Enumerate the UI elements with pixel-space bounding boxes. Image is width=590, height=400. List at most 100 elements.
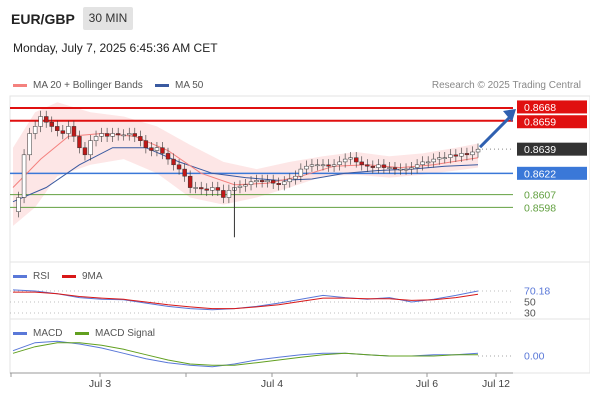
candle-body bbox=[459, 153, 464, 157]
candle-body bbox=[293, 175, 298, 180]
candle-body bbox=[425, 161, 431, 164]
rsi-ma-swatch bbox=[62, 275, 76, 278]
datetime-label: Monday, July 7, 2025 6:45:36 AM CET bbox=[13, 41, 218, 55]
candle-body bbox=[71, 126, 77, 137]
candle-body bbox=[326, 164, 331, 167]
time-tick-label: Jul 3 bbox=[89, 378, 111, 390]
candle-body bbox=[55, 126, 60, 131]
legend-rsi-label: RSI bbox=[33, 271, 50, 282]
legend-rsi: RSI bbox=[13, 271, 50, 282]
candle-body bbox=[464, 153, 470, 156]
candle-body bbox=[392, 167, 398, 170]
candle-body bbox=[243, 184, 248, 187]
rsi-tick-70.18: 70.18 bbox=[524, 285, 550, 297]
candle-body bbox=[66, 126, 71, 134]
candle-body bbox=[431, 158, 436, 163]
price-tag-0.8668 bbox=[517, 100, 587, 114]
timeframe-badge[interactable]: 30 MIN bbox=[83, 7, 133, 30]
candle-body bbox=[398, 168, 403, 171]
rsi-tick-50: 50 bbox=[524, 297, 536, 309]
candle-body bbox=[414, 164, 420, 168]
candle-body bbox=[320, 164, 326, 167]
candle-body bbox=[199, 187, 204, 190]
candle-body bbox=[27, 133, 32, 156]
candle-body bbox=[442, 157, 447, 159]
ma50-swatch bbox=[155, 84, 169, 87]
candle-body bbox=[259, 180, 265, 183]
projection-arrow-shaft bbox=[478, 115, 512, 149]
candle-body bbox=[475, 148, 481, 153]
legend-ma20-label: MA 20 + Bollinger Bands bbox=[33, 80, 143, 91]
candle-body bbox=[470, 151, 475, 156]
price-label-0.8607: 0.8607 bbox=[524, 190, 556, 202]
candle-body bbox=[60, 130, 66, 134]
candle-body bbox=[182, 168, 187, 177]
candle-body bbox=[309, 164, 315, 167]
legend-rsi-ma: 9MA bbox=[62, 271, 103, 282]
candle-body bbox=[210, 187, 215, 191]
candle-body bbox=[237, 185, 243, 188]
rsi-panel-frame bbox=[9, 261, 590, 320]
macd-tick-0.00: 0.00 bbox=[524, 351, 545, 363]
price-tag-0.8622 bbox=[517, 166, 587, 180]
candle-body bbox=[304, 165, 309, 170]
candle-body bbox=[149, 147, 154, 151]
candle-body bbox=[187, 175, 193, 188]
rsi-ma-line bbox=[13, 291, 479, 310]
price-label-0.8622: 0.8622 bbox=[524, 168, 556, 180]
legend-macd-label: MACD bbox=[33, 328, 63, 339]
candle-body bbox=[370, 165, 376, 168]
candle-body bbox=[21, 154, 27, 198]
candle-body bbox=[315, 164, 320, 167]
time-tick-label: Jul 12 bbox=[482, 378, 510, 390]
candle-body bbox=[381, 164, 387, 168]
candle-body bbox=[331, 164, 337, 167]
macd-panel: 0.00 bbox=[12, 340, 545, 368]
legend-macd-signal: MACD Signal bbox=[75, 328, 155, 339]
candle-body bbox=[127, 133, 132, 136]
macd-swatch bbox=[13, 332, 27, 335]
candle-body bbox=[348, 157, 353, 160]
candle-body bbox=[154, 147, 160, 151]
candle-body bbox=[99, 133, 104, 137]
candle-body bbox=[337, 161, 342, 165]
candle-body bbox=[226, 190, 232, 198]
legend-ma20: MA 20 + Bollinger Bands bbox=[13, 80, 143, 91]
credit-text: Research © 2025 Trading Central bbox=[431, 80, 581, 91]
candle-body bbox=[77, 136, 82, 149]
candle-body bbox=[376, 164, 381, 168]
legend-macd-signal-label: MACD Signal bbox=[95, 328, 156, 339]
candle-body bbox=[176, 164, 182, 170]
candle-body bbox=[437, 157, 442, 160]
candle-body bbox=[143, 140, 149, 148]
candle-body bbox=[204, 188, 209, 191]
candle-body bbox=[387, 167, 392, 169]
candle-body bbox=[16, 197, 21, 212]
price-label-0.8598: 0.8598 bbox=[524, 202, 556, 214]
candle-body bbox=[248, 181, 254, 185]
time-tick-label: Jul 4 bbox=[261, 378, 283, 390]
macd-line bbox=[12, 340, 479, 368]
candle-body bbox=[215, 187, 221, 191]
candle-body bbox=[165, 153, 171, 160]
macd-signal-line bbox=[12, 342, 478, 366]
candle-body bbox=[287, 178, 292, 183]
candle-body bbox=[82, 147, 88, 156]
candle-body bbox=[453, 154, 459, 157]
time-axis: Jul 3 Jul 4 Jul 6 Jul 12 bbox=[10, 372, 513, 390]
time-tick-label: Jul 6 bbox=[416, 378, 438, 390]
candle-body bbox=[420, 161, 425, 165]
candle-body bbox=[276, 183, 281, 185]
legend-ma50-label: MA 50 bbox=[175, 80, 204, 91]
candle-body bbox=[88, 140, 93, 156]
candle-body bbox=[365, 164, 370, 167]
symbol-title: EUR/GBP bbox=[11, 11, 75, 27]
candle-body bbox=[342, 158, 348, 163]
candle-body bbox=[49, 121, 54, 127]
candle-body bbox=[160, 147, 165, 154]
candle-body bbox=[104, 133, 110, 137]
macd-panel-frame bbox=[9, 318, 590, 374]
